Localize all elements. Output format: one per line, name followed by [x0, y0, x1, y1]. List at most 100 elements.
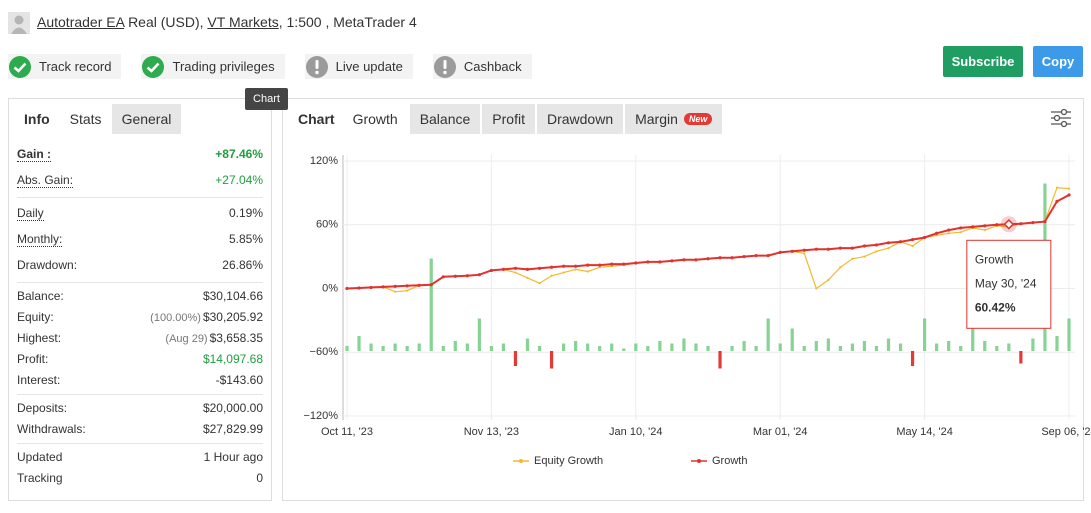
chart-label: Chart — [288, 104, 345, 134]
badge: Cashback — [432, 54, 532, 79]
tab[interactable]: Growth — [342, 104, 408, 134]
tab[interactable]: Profit — [482, 104, 535, 134]
stat-value-wrap: +27.04% — [215, 173, 263, 187]
stat-row: Interest: -$143.60 — [17, 369, 263, 390]
stat-group: Gain : +87.46% Abs. Gain: +27.04% — [17, 139, 263, 198]
tab[interactable]: General — [111, 104, 182, 134]
stat-value: 5.85% — [228, 232, 263, 246]
stat-value-wrap: (100.00%) $30,205.92 — [150, 310, 263, 324]
icon-dot — [443, 70, 447, 74]
badge-label: Trading privileges — [172, 59, 275, 74]
stat-label: Balance: — [17, 288, 64, 303]
tab[interactable]: Info — [14, 104, 60, 134]
stat-group: Deposits: $20,000.00 Withdrawals: $27,829.9… — [17, 395, 263, 444]
stat-row: Abs. Gain: +27.04% — [17, 167, 263, 193]
stat-label: Interest: — [17, 372, 61, 387]
stat-row: Equity: (100.00%) $30,205.92 — [17, 306, 263, 327]
details: , 1:500 , MetaTrader 4 — [278, 14, 417, 30]
account: Real (USD), — [128, 14, 204, 30]
avatar — [8, 12, 30, 34]
settings-icon[interactable] — [1049, 107, 1073, 129]
stat-row: Gain : +87.46% — [17, 141, 263, 167]
copy-button[interactable]: Copy — [1033, 46, 1083, 77]
stat-group: Daily 0.19% Monthly: 5.85% Drawdown: 26.86% — [17, 198, 263, 283]
stat-label: Deposits: — [17, 400, 68, 415]
stat-row: Highest: (Aug 29) $3,658.35 — [17, 327, 263, 348]
stat-note: (Aug 29) — [165, 332, 208, 345]
stat-value-wrap: 5.85% — [229, 232, 263, 246]
stat-row: Withdrawals: $27,829.99 — [17, 418, 263, 439]
stat-value: $27,829.99 — [202, 421, 263, 436]
left-tabs: Info Stats General — [14, 104, 182, 134]
icon-bang — [443, 59, 447, 69]
stat-label[interactable]: Monthly: — [17, 231, 63, 247]
stats-list: Gain : +87.46% Abs. Gain: +27.04% Daily 0.19%… — [17, 139, 263, 492]
stat-value: $14,097.68 — [202, 351, 263, 366]
stat-group: Updated 1 Hour ago Tracking 0 — [17, 444, 263, 492]
header: Autotrader EA Real (USD), VT Markets, 1:… — [37, 14, 417, 30]
stat-label: Highest: — [17, 330, 62, 345]
badge: Trading privileges — [141, 54, 285, 79]
stat-label[interactable]: Daily — [17, 205, 44, 221]
icon-check — [13, 62, 27, 73]
icon-circle — [9, 55, 31, 78]
tab[interactable]: Margin New — [625, 104, 723, 134]
stat-value-wrap: (Aug 29) $3,658.35 — [165, 331, 263, 345]
stat-row: Balance: $30,104.66 — [17, 285, 263, 306]
stat-value-wrap: 1 Hour ago — [204, 450, 263, 464]
stat-value-wrap: $30,104.66 — [203, 289, 263, 303]
stat-row: Deposits: $20,000.00 — [17, 397, 263, 418]
stat-value: 26.86% — [222, 258, 263, 272]
stat-row: Monthly: 5.85% — [17, 226, 263, 252]
stat-value: 0 — [256, 470, 263, 485]
icon-circle — [142, 55, 165, 78]
stat-note: (100.00%) — [150, 311, 201, 324]
stat-value: $30,104.66 — [202, 288, 263, 303]
stat-group: Balance: $30,104.66 Equity: (100.00%) $30,20… — [17, 283, 263, 395]
stat-label[interactable]: Abs. Gain: — [17, 172, 74, 188]
stat-value: $20,000.00 — [202, 400, 263, 415]
stat-value: -$143.60 — [215, 372, 263, 387]
stat-label: Tracking — [17, 470, 63, 485]
new-badge: New — [683, 113, 713, 125]
badges: Track record Trading privileges Live updat… — [8, 54, 532, 79]
tab[interactable]: Drawdown — [536, 104, 624, 134]
stat-value: +87.46% — [215, 147, 263, 161]
stat-label: Drawdown: — [17, 258, 78, 272]
badge-icon — [142, 55, 165, 78]
badge-icon — [433, 55, 456, 78]
stat-value: $30,205.92 — [202, 309, 263, 324]
stat-value: $3,658.35 — [209, 330, 263, 345]
tab[interactable]: Balance — [409, 104, 481, 134]
badge-label: Live update — [335, 59, 403, 74]
badge-icon — [9, 55, 31, 78]
stat-value-wrap: +87.46% — [215, 147, 263, 161]
stat-value: +27.04% — [215, 173, 263, 187]
tab-label: Margin — [635, 111, 678, 127]
stat-label[interactable]: Gain : — [17, 146, 52, 162]
stat-value-wrap: $27,829.99 — [203, 422, 263, 436]
tab[interactable]: Stats — [59, 104, 112, 134]
hover-tooltip: Chart — [245, 88, 288, 110]
stat-label: Equity: — [17, 309, 54, 324]
badge-label: Cashback — [463, 59, 522, 74]
stat-value-wrap: 26.86% — [222, 258, 263, 272]
stats-panel: Info Stats General Gain : +87.46% Abs. Gai… — [8, 98, 272, 501]
badge: Live update — [304, 54, 413, 79]
subscribe-button[interactable]: Subscribe — [943, 46, 1023, 77]
stat-value-wrap: $20,000.00 — [203, 401, 263, 415]
badge-label: Track record — [39, 59, 112, 74]
stat-value-wrap: -$143.60 — [216, 373, 263, 387]
broker[interactable]: VT Markets — [207, 14, 279, 30]
icon-bang — [315, 59, 319, 69]
chart-panel: Chart Growth Balance Profit Drawdown Mar… — [282, 98, 1084, 501]
badge-icon — [305, 55, 328, 78]
icon-check — [147, 62, 160, 73]
stat-row: Drawdown: 26.86% — [17, 252, 263, 278]
ea-name[interactable]: Autotrader EA — [37, 14, 125, 30]
icon-dot — [314, 70, 319, 74]
stat-row: Updated 1 Hour ago — [17, 446, 263, 467]
chart-tabs: Chart Growth Balance Profit Drawdown Mar… — [288, 104, 723, 134]
badge: Track record — [8, 54, 122, 79]
stat-value: 1 Hour ago — [203, 449, 263, 464]
